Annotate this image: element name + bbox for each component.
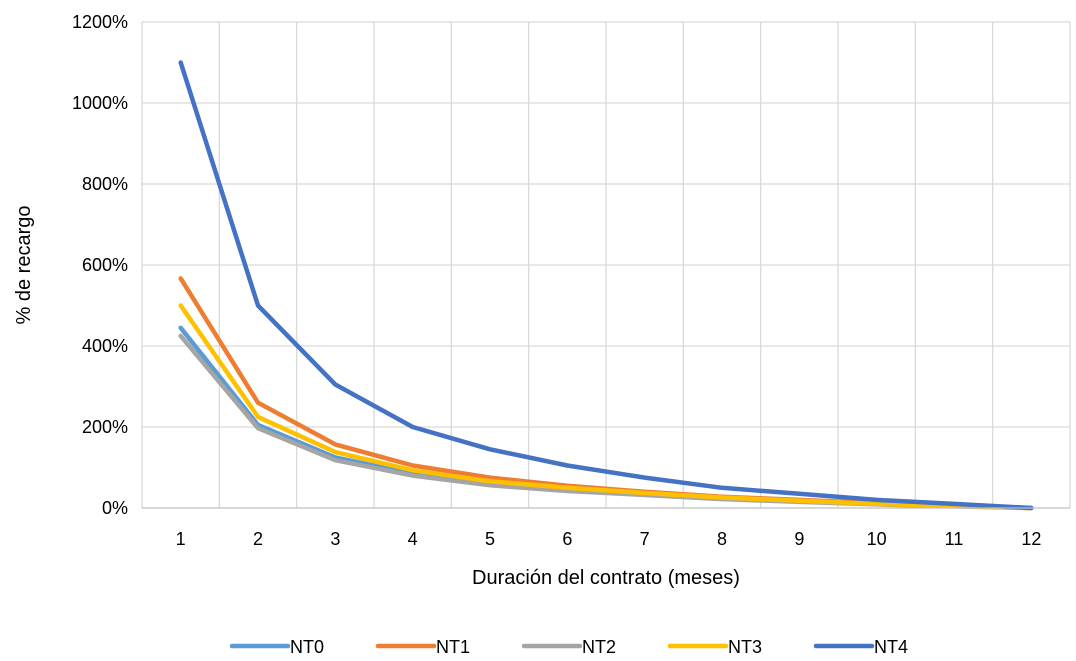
x-tick-label: 3: [330, 529, 340, 549]
y-tick-label: 600%: [82, 255, 128, 275]
legend-label-nt2: NT2: [582, 637, 616, 657]
y-tick-label: 400%: [82, 336, 128, 356]
x-tick-label: 5: [485, 529, 495, 549]
x-tick-label: 10: [867, 529, 887, 549]
x-tick-label: 4: [408, 529, 418, 549]
y-axis: 0% 200% 400% 600% 800% 1000% 1200%: [72, 12, 128, 518]
legend-label-nt1: NT1: [436, 637, 470, 657]
x-tick-label: 6: [562, 529, 572, 549]
y-tick-label: 1200%: [72, 12, 128, 32]
x-tick-label: 7: [640, 529, 650, 549]
x-tick-label: 8: [717, 529, 727, 549]
x-tick-label: 11: [945, 529, 964, 549]
x-tick-label: 9: [794, 529, 804, 549]
series-lines: [178, 60, 1034, 511]
legend-label-nt3: NT3: [728, 637, 762, 657]
x-tick-label: 2: [253, 529, 263, 549]
grid-lines: [141, 21, 1071, 508]
x-axis-title: Duración del contrato (meses): [472, 567, 740, 589]
legend: NT0 NT1 NT2 NT3 NT4: [229, 637, 908, 657]
y-tick-label: 800%: [82, 174, 128, 194]
x-tick-label: 12: [1021, 529, 1041, 549]
series-line-nt4: [178, 60, 1034, 511]
series-line-nt3: [178, 303, 1034, 511]
x-tick-label: 1: [176, 529, 186, 549]
y-tick-label: 1000%: [72, 93, 128, 113]
legend-label-nt0: NT0: [290, 637, 324, 657]
y-axis-title: % de recargo: [13, 206, 35, 325]
x-axis: 1 2 3 4 5 6 7 8 9 10 11 12: [142, 507, 1070, 549]
y-tick-label: 0%: [102, 498, 128, 518]
legend-label-nt4: NT4: [874, 637, 908, 657]
y-tick-label: 200%: [82, 417, 128, 437]
